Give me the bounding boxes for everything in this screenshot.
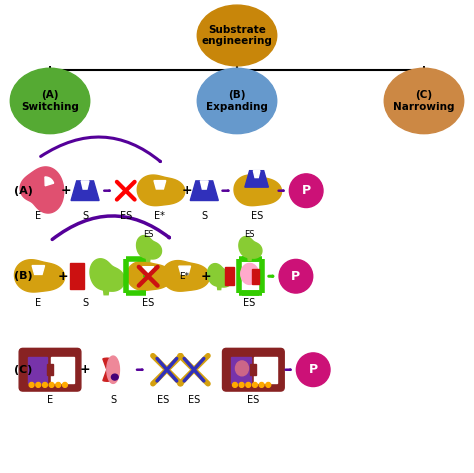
Polygon shape [239, 236, 262, 258]
Text: ES: ES [119, 211, 132, 221]
Text: P: P [301, 184, 311, 197]
FancyBboxPatch shape [252, 269, 259, 284]
Ellipse shape [197, 68, 277, 134]
Polygon shape [253, 171, 260, 177]
FancyBboxPatch shape [51, 357, 73, 383]
Polygon shape [45, 177, 54, 186]
Text: Substrate
engineering: Substrate engineering [201, 25, 273, 46]
Polygon shape [179, 266, 191, 274]
Polygon shape [208, 263, 233, 287]
Ellipse shape [197, 5, 277, 66]
Text: +: + [182, 184, 192, 197]
Ellipse shape [111, 374, 118, 380]
Text: ES: ES [244, 298, 256, 308]
Text: P: P [309, 363, 318, 376]
Text: ES: ES [250, 211, 263, 221]
Text: S: S [110, 395, 116, 405]
FancyBboxPatch shape [70, 263, 84, 289]
Text: +: + [80, 363, 91, 376]
Circle shape [29, 383, 34, 387]
Text: ES: ES [143, 230, 154, 239]
Text: ES: ES [247, 395, 259, 405]
Text: ES: ES [188, 395, 200, 405]
Polygon shape [146, 255, 150, 262]
FancyBboxPatch shape [225, 267, 234, 285]
Circle shape [232, 383, 237, 387]
Text: (B)
Expanding: (B) Expanding [206, 90, 268, 112]
Circle shape [253, 383, 257, 387]
Circle shape [259, 383, 264, 387]
Polygon shape [127, 262, 172, 290]
Polygon shape [137, 236, 162, 259]
Ellipse shape [241, 263, 258, 284]
Polygon shape [245, 171, 268, 187]
Polygon shape [81, 181, 89, 189]
FancyBboxPatch shape [19, 348, 81, 391]
Text: ES: ES [245, 230, 255, 239]
Circle shape [279, 259, 313, 293]
Text: P: P [292, 270, 301, 283]
Polygon shape [143, 267, 154, 275]
Text: (C)
Narrowing: (C) Narrowing [393, 90, 455, 112]
Wedge shape [103, 358, 118, 381]
Text: +: + [60, 184, 71, 197]
Circle shape [56, 383, 61, 387]
Polygon shape [234, 175, 282, 206]
Circle shape [289, 174, 323, 208]
Text: (A): (A) [14, 186, 32, 196]
Circle shape [49, 383, 54, 387]
Polygon shape [190, 181, 219, 201]
Text: E: E [35, 211, 41, 221]
Circle shape [266, 383, 271, 387]
Text: S: S [82, 298, 88, 308]
Ellipse shape [236, 361, 248, 376]
FancyBboxPatch shape [231, 357, 251, 383]
FancyBboxPatch shape [47, 364, 53, 375]
Text: E: E [35, 298, 41, 308]
Polygon shape [90, 259, 125, 291]
FancyBboxPatch shape [28, 357, 47, 383]
Circle shape [239, 383, 244, 387]
Text: (B): (B) [14, 271, 32, 281]
Polygon shape [15, 260, 64, 292]
FancyBboxPatch shape [222, 348, 284, 391]
Polygon shape [162, 261, 210, 291]
Text: ES: ES [142, 298, 155, 308]
Polygon shape [71, 181, 99, 201]
Circle shape [63, 383, 67, 387]
Polygon shape [20, 167, 64, 213]
Text: S: S [82, 211, 88, 221]
Text: E*: E* [155, 211, 165, 221]
Circle shape [296, 353, 330, 386]
Text: E: E [47, 395, 53, 405]
Polygon shape [217, 283, 221, 289]
Circle shape [246, 383, 251, 387]
FancyBboxPatch shape [254, 357, 277, 383]
Polygon shape [247, 255, 252, 261]
Polygon shape [154, 181, 166, 189]
Text: (A)
Switching: (A) Switching [21, 90, 79, 112]
Text: ES: ES [157, 395, 170, 405]
Polygon shape [103, 286, 109, 295]
Polygon shape [201, 181, 208, 189]
Circle shape [36, 383, 41, 387]
Polygon shape [107, 356, 119, 384]
Polygon shape [137, 175, 185, 206]
FancyBboxPatch shape [250, 364, 256, 375]
Ellipse shape [384, 68, 464, 134]
Polygon shape [32, 265, 45, 274]
Ellipse shape [10, 68, 90, 134]
Text: E*: E* [180, 272, 190, 281]
Text: (C): (C) [14, 365, 32, 375]
Text: +: + [57, 270, 68, 283]
Circle shape [43, 383, 47, 387]
Text: S: S [201, 211, 207, 221]
Text: +: + [201, 270, 211, 283]
